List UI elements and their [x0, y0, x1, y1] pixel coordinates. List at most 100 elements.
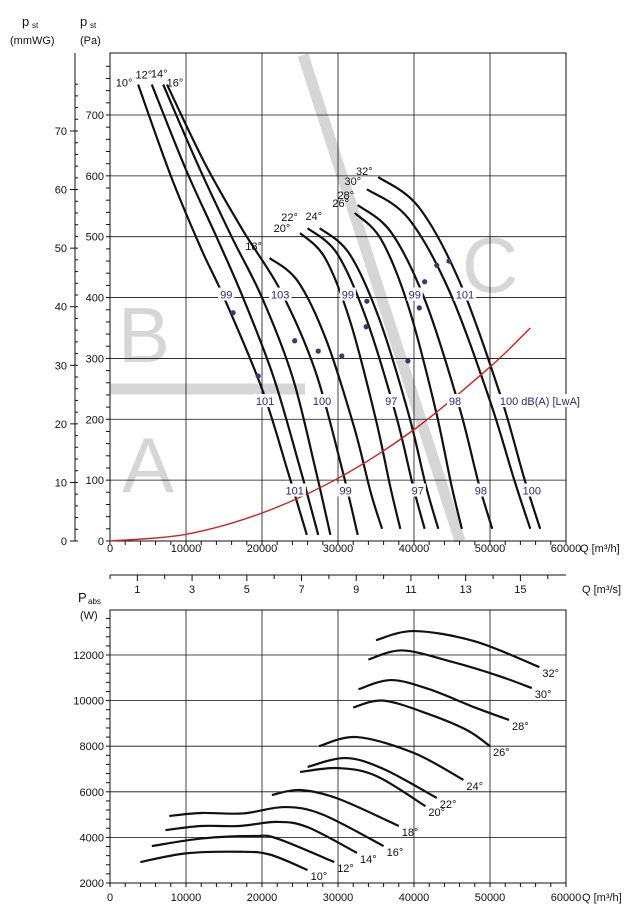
mmwg-tick-label: 20 — [55, 419, 67, 431]
power-curve-0 — [140, 850, 309, 872]
pressure-x-tick-label: 20000 — [247, 543, 278, 555]
power-curve-2 — [165, 820, 358, 854]
noise-label: 101 — [456, 290, 474, 302]
pressure-curve-label: 10° — [116, 78, 133, 90]
system-curve — [109, 327, 531, 542]
m3s-tick-label: 11 — [405, 584, 416, 596]
mmwg-tick-label: 30 — [55, 360, 67, 372]
noise-label: 103 — [271, 290, 289, 302]
zone-label-b: B — [118, 291, 170, 379]
pressure-curve-label: 14° — [151, 69, 168, 81]
m3s-tick-label: 15 — [514, 584, 526, 596]
noise-label: 97 — [385, 396, 397, 408]
pa-tick-label: 100 — [86, 475, 104, 487]
pressure-curves: 10°12°14°16° 18° 20°22° 24° 26°28° 30°32° 99 10… — [109, 69, 582, 542]
noise-label: 100 — [313, 396, 331, 408]
pressure-curve-5 — [299, 232, 402, 530]
power-curve-11 — [375, 629, 540, 669]
pressure-curve-9 — [357, 204, 494, 530]
pressure-curve-label: 18° — [245, 241, 262, 253]
pressure-x-tick-label: 10000 — [171, 543, 202, 555]
pressure-curve-7 — [319, 227, 440, 530]
efficiency-point — [364, 298, 370, 304]
noise-label-bg — [253, 394, 277, 408]
mmwg-tick-label: 0 — [61, 536, 67, 548]
pressure-curve-11 — [377, 176, 542, 530]
power-curve-10 — [368, 649, 533, 690]
power-curve-label: 10° — [311, 871, 328, 883]
pressure-curve-label: 22° — [281, 212, 298, 224]
power-curve-5 — [299, 766, 426, 808]
power-y-tick-label: 2000 — [80, 878, 104, 890]
y-axis-pa-symbol: p — [80, 14, 87, 29]
efficiency-point — [339, 353, 345, 359]
pressure-curve-label: 28° — [337, 190, 354, 202]
pressure-x-tick-label: 40000 — [399, 543, 430, 555]
pressure-curve-label: 26° — [332, 198, 349, 210]
pressure-curve-8 — [353, 212, 463, 530]
efficiency-point — [363, 324, 369, 330]
mmwg-tick-label: 50 — [55, 243, 67, 255]
power-curve-label: 30° — [535, 689, 552, 701]
power-x-tick-label: 60000 — [551, 892, 582, 904]
efficiency-point — [434, 262, 440, 268]
power-x-tick-label: 0 — [107, 892, 113, 904]
power-curve-6 — [307, 756, 438, 799]
pressure-x-tick-label: 60000 — [551, 543, 582, 555]
noise-label-bg — [268, 287, 292, 301]
noise-label: 98 — [475, 486, 487, 498]
mmwg-tick-label: 60 — [55, 185, 67, 197]
noise-label: 99 — [409, 290, 421, 302]
efficiency-point — [405, 358, 411, 364]
pressure-x-tick-label: 50000 — [475, 543, 506, 555]
noise-label: 100 dB(A) [LwA] — [500, 396, 580, 408]
noise-label-bg — [520, 483, 544, 497]
m3s-tick-label: 5 — [244, 584, 250, 596]
noise-label-bg — [453, 287, 477, 301]
mmwg-tick-label: 10 — [55, 477, 67, 489]
noise-label: 101 — [286, 486, 304, 498]
efficiency-point — [422, 279, 428, 285]
noise-label-bg — [409, 483, 426, 497]
y-axis-pa-sub: st — [90, 21, 97, 30]
pa-tick-label: 600 — [86, 171, 104, 183]
noise-label-bg — [283, 483, 306, 497]
zone-label-a: A — [122, 421, 174, 509]
pressure-curve-label: 24° — [305, 211, 322, 223]
x-axis-label-m3h: Q [m³/h] — [580, 543, 620, 555]
power-curve-label: 12° — [337, 863, 354, 875]
noise-label: 99 — [342, 290, 354, 302]
pressure-x-tick-label: 0 — [107, 543, 113, 555]
mmwg-tick-label: 70 — [55, 126, 67, 138]
pressure-x-tick-label: 30000 — [323, 543, 354, 555]
noise-label: 98 — [449, 396, 461, 408]
pressure-curve-label: 12° — [135, 70, 152, 82]
m3s-tick-label: 3 — [189, 584, 195, 596]
efficiency-point — [292, 338, 298, 344]
y-axis-power-unit: (W) — [80, 610, 98, 622]
pressure-curve-label: 32° — [356, 166, 373, 178]
noise-label-bg — [406, 287, 423, 301]
power-x-tick-label: 30000 — [323, 892, 354, 904]
mmwg-tick-label: 40 — [55, 302, 67, 314]
power-curve-4 — [271, 788, 400, 828]
power-curve-label: 26° — [493, 747, 510, 759]
noise-label: 101 — [256, 396, 274, 408]
power-grid: 0 10000 20000 30000 40000 50000 60000 2000 4000 6… — [73, 609, 582, 904]
noise-label-bg — [337, 483, 354, 497]
m3s-tick-label: 1 — [134, 584, 140, 596]
power-x-tick-label: 40000 — [399, 892, 430, 904]
efficiency-point — [315, 348, 321, 354]
power-curve-label: 24° — [466, 781, 483, 793]
m3s-tick-label: 9 — [353, 584, 359, 596]
power-curve-label: 32° — [542, 668, 559, 680]
efficiency-point — [446, 258, 452, 264]
power-curve-label: 18° — [402, 827, 419, 839]
pressure-curve-label: 20° — [274, 223, 291, 235]
x-axis-label-power: Q [m³/h] — [582, 892, 622, 904]
power-curve-1 — [151, 834, 335, 864]
noise-label-bg — [383, 394, 400, 408]
noise-label: 100 — [523, 486, 541, 498]
noise-label-bg — [218, 287, 235, 301]
